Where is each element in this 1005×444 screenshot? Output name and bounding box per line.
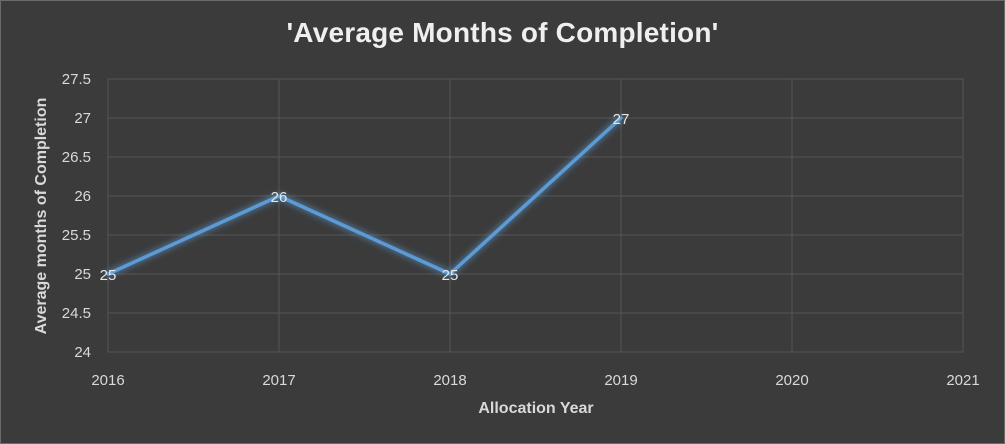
y-axis-title: Average months of Completion (33, 98, 50, 335)
series-line (106, 116, 623, 276)
x-axis-tick-labels: 2016 2017 2018 2019 2020 2021 (91, 372, 979, 389)
data-labels: 25 26 25 27 (100, 111, 630, 284)
y-tick-label: 26 (74, 188, 91, 205)
y-tick-label: 25 (74, 266, 91, 283)
x-tick-label: 2021 (946, 372, 979, 389)
chart-title: 'Average Months of Completion' (286, 17, 719, 48)
vertical-gridlines (107, 79, 964, 352)
y-tick-label: 24.5 (62, 305, 91, 322)
x-axis-title: Allocation Year (478, 400, 593, 417)
x-tick-label: 2018 (433, 372, 466, 389)
series-layer (106, 116, 623, 276)
y-tick-label: 24 (74, 344, 91, 361)
y-tick-label: 25.5 (62, 227, 91, 244)
y-tick-label: 27 (74, 110, 91, 127)
data-label: 25 (442, 267, 459, 284)
horizontal-gridlines (108, 78, 963, 353)
y-tick-label: 27.5 (62, 71, 91, 88)
data-label: 26 (271, 189, 288, 206)
x-tick-label: 2017 (262, 372, 295, 389)
x-tick-label: 2016 (91, 372, 124, 389)
y-tick-label: 26.5 (62, 149, 91, 166)
x-tick-label: 2020 (775, 372, 808, 389)
data-label: 25 (100, 267, 117, 284)
data-label: 27 (613, 111, 630, 128)
x-tick-label: 2019 (604, 372, 637, 389)
y-axis-tick-labels: 24 24.5 25 25.5 26 26.5 27 27.5 (62, 71, 91, 361)
